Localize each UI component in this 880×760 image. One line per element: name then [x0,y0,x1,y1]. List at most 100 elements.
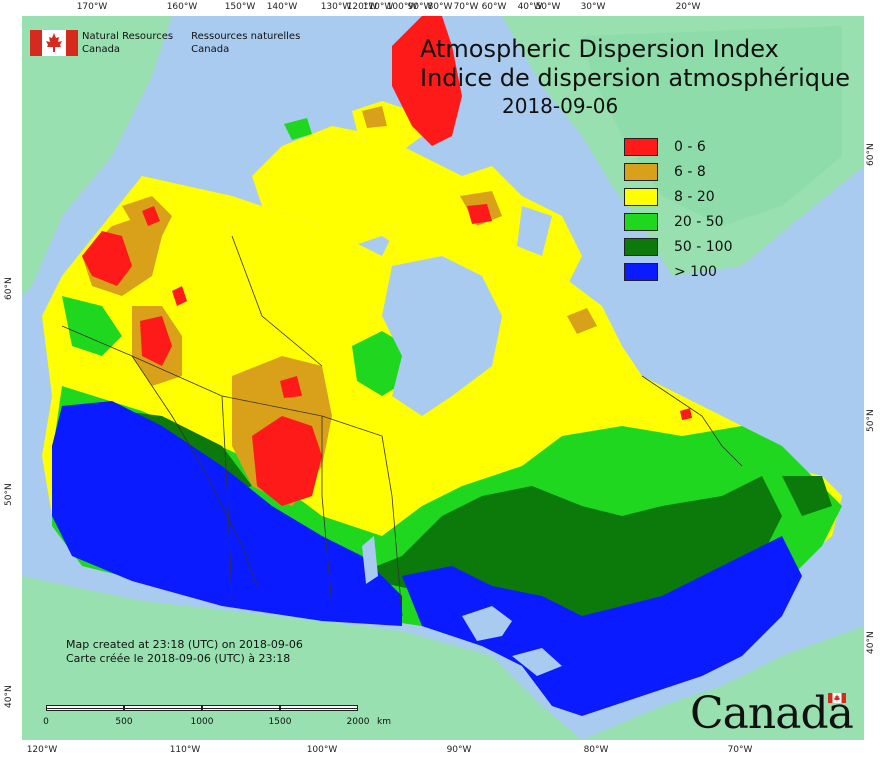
zone-0-6-baffin [467,204,492,224]
lon-label-top: 140°W [266,2,298,12]
zone-100-plus-west [52,401,402,626]
scale-label: 1500 [268,717,292,727]
wordmark-text: Canada [690,688,854,739]
water-bodies [362,206,562,676]
legend-swatch [624,262,658,281]
sask-manitoba-border [321,416,333,607]
nrcan-en-line1: Natural Resources [82,31,174,42]
zone-0-6-ellesmere [392,16,462,146]
nrcan-french: Ressources naturelles Canada [191,30,300,56]
lon-label-bottom: 120°W [26,745,58,755]
map-title: Atmospheric Dispersion Index Indice de d… [420,35,850,119]
territories-border [231,235,323,367]
legend-label: 0 - 6 [674,138,706,155]
legend: 0 - 6 6 - 8 8 - 20 20 - 50 50 - 100 > 10… [624,134,733,284]
title-french: Indice de dispersion atmosphérique [420,64,851,92]
title-english: Atmospheric Dispersion Index [420,35,779,63]
lon-label-top: 70°W [453,2,479,12]
lat-label-left: 40°N [4,685,14,708]
zone-0-6-small1 [172,286,187,306]
canada-wordmark: Canada [690,688,854,739]
legend-item: 0 - 6 [624,134,733,159]
nrcan-identity: Natural Resources Canada Ressources natu… [30,30,300,56]
legend-label: 6 - 8 [674,163,706,180]
dispersion-map [22,16,864,740]
hudson-bay [382,256,502,416]
legend-item: 20 - 50 [624,209,733,234]
lon-label-top: 110°W [362,2,394,12]
canada-dispersion-zones [42,16,842,716]
lon-label-top: 160°W [166,2,198,12]
lon-label-bottom: 80°W [583,745,609,755]
lon-label-top: 90°W [407,2,433,12]
title-date: 2018-09-06 [502,94,619,118]
created-french: Carte créée le 2018-09-06 (UTC) à 23:18 [66,652,291,665]
lon-label-top: 50°W [535,2,561,12]
surrounding-land [22,16,864,740]
lat-label-left: 50°N [4,483,14,506]
zone-100-plus-south [402,536,802,716]
zone-6-8-arctic [362,106,387,128]
map-created-note: Map created at 23:18 (UTC) on 2018-09-06… [66,638,303,666]
lat-label-right: 60°N [866,143,876,166]
wordmark-flag-icon [828,693,846,703]
usa-east-land [582,626,864,740]
lon-label-top: 80°W [427,2,453,12]
legend-swatch [624,137,658,156]
greenland-ice [582,26,842,226]
legend-swatch [624,187,658,206]
lon-label-bottom: 90°W [446,745,472,755]
lon-label-top: 130°W [320,2,352,12]
lake-winnipeg [362,536,378,584]
quebec-labrador-border [641,375,743,467]
lat-label-left: 60°N [4,277,14,300]
alberta-sask-border [221,395,233,602]
map-canvas [22,16,864,740]
legend-item: 6 - 8 [624,159,733,184]
canada-flag-icon [30,30,78,56]
lon-label-bottom: 110°W [169,745,201,755]
legend-swatch [624,212,658,231]
alaska-land [22,16,172,296]
legend-item: > 100 [624,259,733,284]
lon-label-top: 100°W [386,2,418,12]
zone-20-50-nw [62,296,122,356]
bc-alberta-border [131,355,258,587]
lat-label-right: 50°N [866,409,876,432]
lon-label-top: 30°W [580,2,606,12]
nrcan-fr-line2: Canada [191,44,230,55]
created-english: Map created at 23:18 (UTC) on 2018-09-06 [66,638,303,651]
legend-swatch [624,162,658,181]
lake-superior [512,648,562,676]
legend-item: 8 - 20 [624,184,733,209]
lat-label-right: 40°N [866,631,876,654]
nrcan-en-line2: Canada [82,44,121,55]
zone-20-50-hudson [352,331,407,396]
lon-label-top: 150°W [224,2,256,12]
zone-8-20-island2 [302,146,352,191]
legend-label: 50 - 100 [674,238,733,255]
scale-unit: km [377,717,391,727]
usa-land [22,576,582,740]
lon-label-top: 170°W [76,2,108,12]
scale-label: 0 [43,717,49,727]
nrcan-english: Natural Resources Canada [82,30,173,56]
legend-swatch [624,237,658,256]
lon-label-top: 40°W [517,2,543,12]
scale-midline [46,708,358,709]
lon-label-top: 60°W [481,2,507,12]
zone-0-6-labrador [680,408,692,420]
lon-label-top: 120°W [346,2,378,12]
scale-bar: 0 500 1000 1500 2000 km [43,705,391,735]
zone-50-100-maritime [782,476,832,516]
lon-label-top: 20°W [675,2,701,12]
great-lakes [462,606,512,641]
legend-item: 50 - 100 [624,234,733,259]
manitoba-ontario-border [381,435,403,617]
boundaries [61,235,743,617]
legend-label: 8 - 20 [674,188,715,205]
baffin-channel [517,206,552,256]
zone-20-50-arctic [284,118,312,140]
legend-label: > 100 [674,263,717,280]
